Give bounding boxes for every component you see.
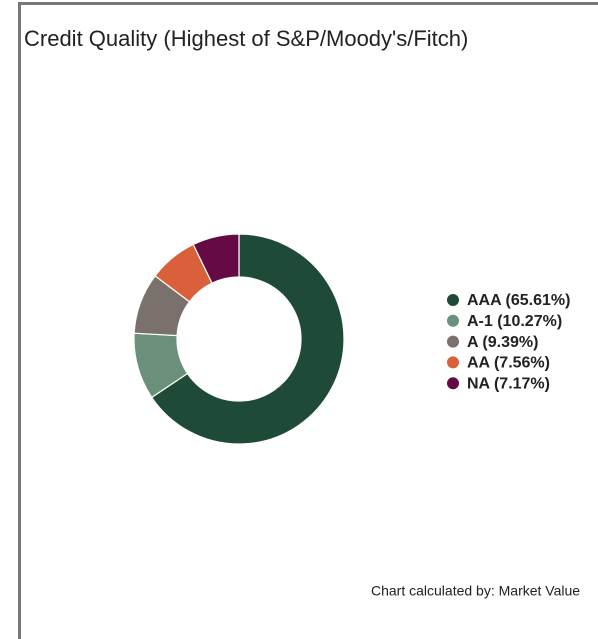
legend-label: AA (7.56%)	[467, 355, 550, 372]
legend-marker	[447, 377, 459, 390]
legend-label: A (9.39%)	[467, 334, 538, 351]
legend-label: A-1 (10.27%)	[467, 313, 562, 330]
legend-marker	[447, 335, 459, 348]
legend-marker	[447, 314, 459, 327]
donut-slice	[192, 233, 240, 284]
legend-marker	[447, 356, 459, 369]
legend-marker	[447, 294, 459, 306]
frame	[18, 2, 598, 639]
legend-label: NA (7.17%)	[467, 375, 550, 392]
legend-label: AAA (65.61%)	[467, 292, 570, 309]
footnote: Chart calculated by: Market Value	[371, 583, 580, 599]
donut-slice	[150, 233, 345, 445]
chart-title: Credit Quality (Highest of S&P/Moody's/F…	[24, 26, 468, 51]
